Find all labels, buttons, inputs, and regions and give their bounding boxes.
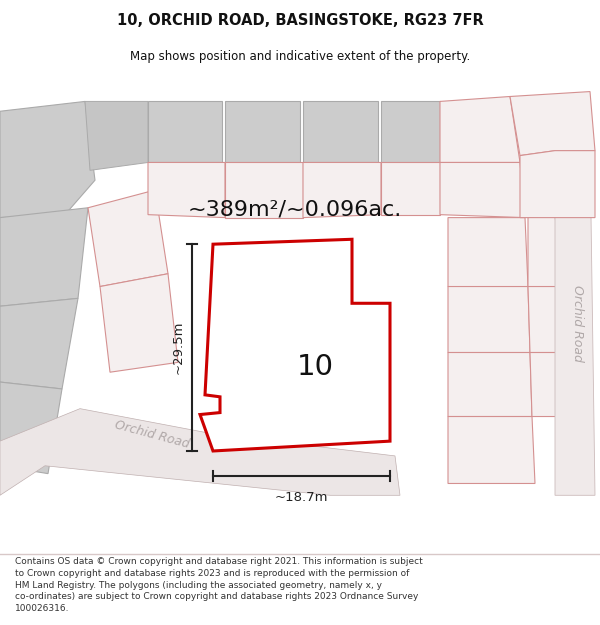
- Polygon shape: [0, 409, 400, 495]
- Polygon shape: [85, 101, 148, 171]
- Polygon shape: [225, 162, 303, 217]
- Text: Orchid Road: Orchid Road: [571, 284, 584, 361]
- Polygon shape: [0, 382, 62, 474]
- Text: ~29.5m: ~29.5m: [172, 321, 185, 374]
- Polygon shape: [528, 286, 565, 352]
- Polygon shape: [440, 96, 520, 162]
- Polygon shape: [0, 208, 88, 306]
- Polygon shape: [0, 298, 78, 389]
- Polygon shape: [510, 92, 595, 156]
- Polygon shape: [148, 101, 222, 162]
- Polygon shape: [530, 352, 568, 416]
- Polygon shape: [88, 190, 168, 286]
- Polygon shape: [448, 217, 528, 286]
- Polygon shape: [200, 239, 390, 451]
- Polygon shape: [148, 162, 225, 217]
- Polygon shape: [520, 151, 595, 218]
- Text: ~18.7m: ~18.7m: [275, 491, 328, 504]
- Polygon shape: [303, 101, 378, 162]
- Polygon shape: [448, 286, 530, 352]
- Text: 10, ORCHID ROAD, BASINGSTOKE, RG23 7FR: 10, ORCHID ROAD, BASINGSTOKE, RG23 7FR: [116, 12, 484, 28]
- Text: Map shows position and indicative extent of the property.: Map shows position and indicative extent…: [130, 49, 470, 62]
- Polygon shape: [381, 162, 440, 214]
- Polygon shape: [555, 146, 595, 495]
- Polygon shape: [100, 274, 178, 372]
- Text: Contains OS data © Crown copyright and database right 2021. This information is : Contains OS data © Crown copyright and d…: [15, 557, 423, 613]
- Polygon shape: [440, 162, 525, 217]
- Text: ~389m²/~0.096ac.: ~389m²/~0.096ac.: [188, 200, 402, 220]
- Polygon shape: [448, 416, 535, 484]
- Polygon shape: [235, 362, 375, 431]
- Polygon shape: [448, 352, 532, 416]
- Polygon shape: [225, 101, 300, 162]
- Text: Orchid Road: Orchid Road: [113, 418, 191, 451]
- Polygon shape: [303, 162, 381, 217]
- Polygon shape: [381, 101, 440, 162]
- Polygon shape: [528, 214, 562, 286]
- Text: 10: 10: [296, 353, 334, 381]
- Polygon shape: [0, 101, 95, 218]
